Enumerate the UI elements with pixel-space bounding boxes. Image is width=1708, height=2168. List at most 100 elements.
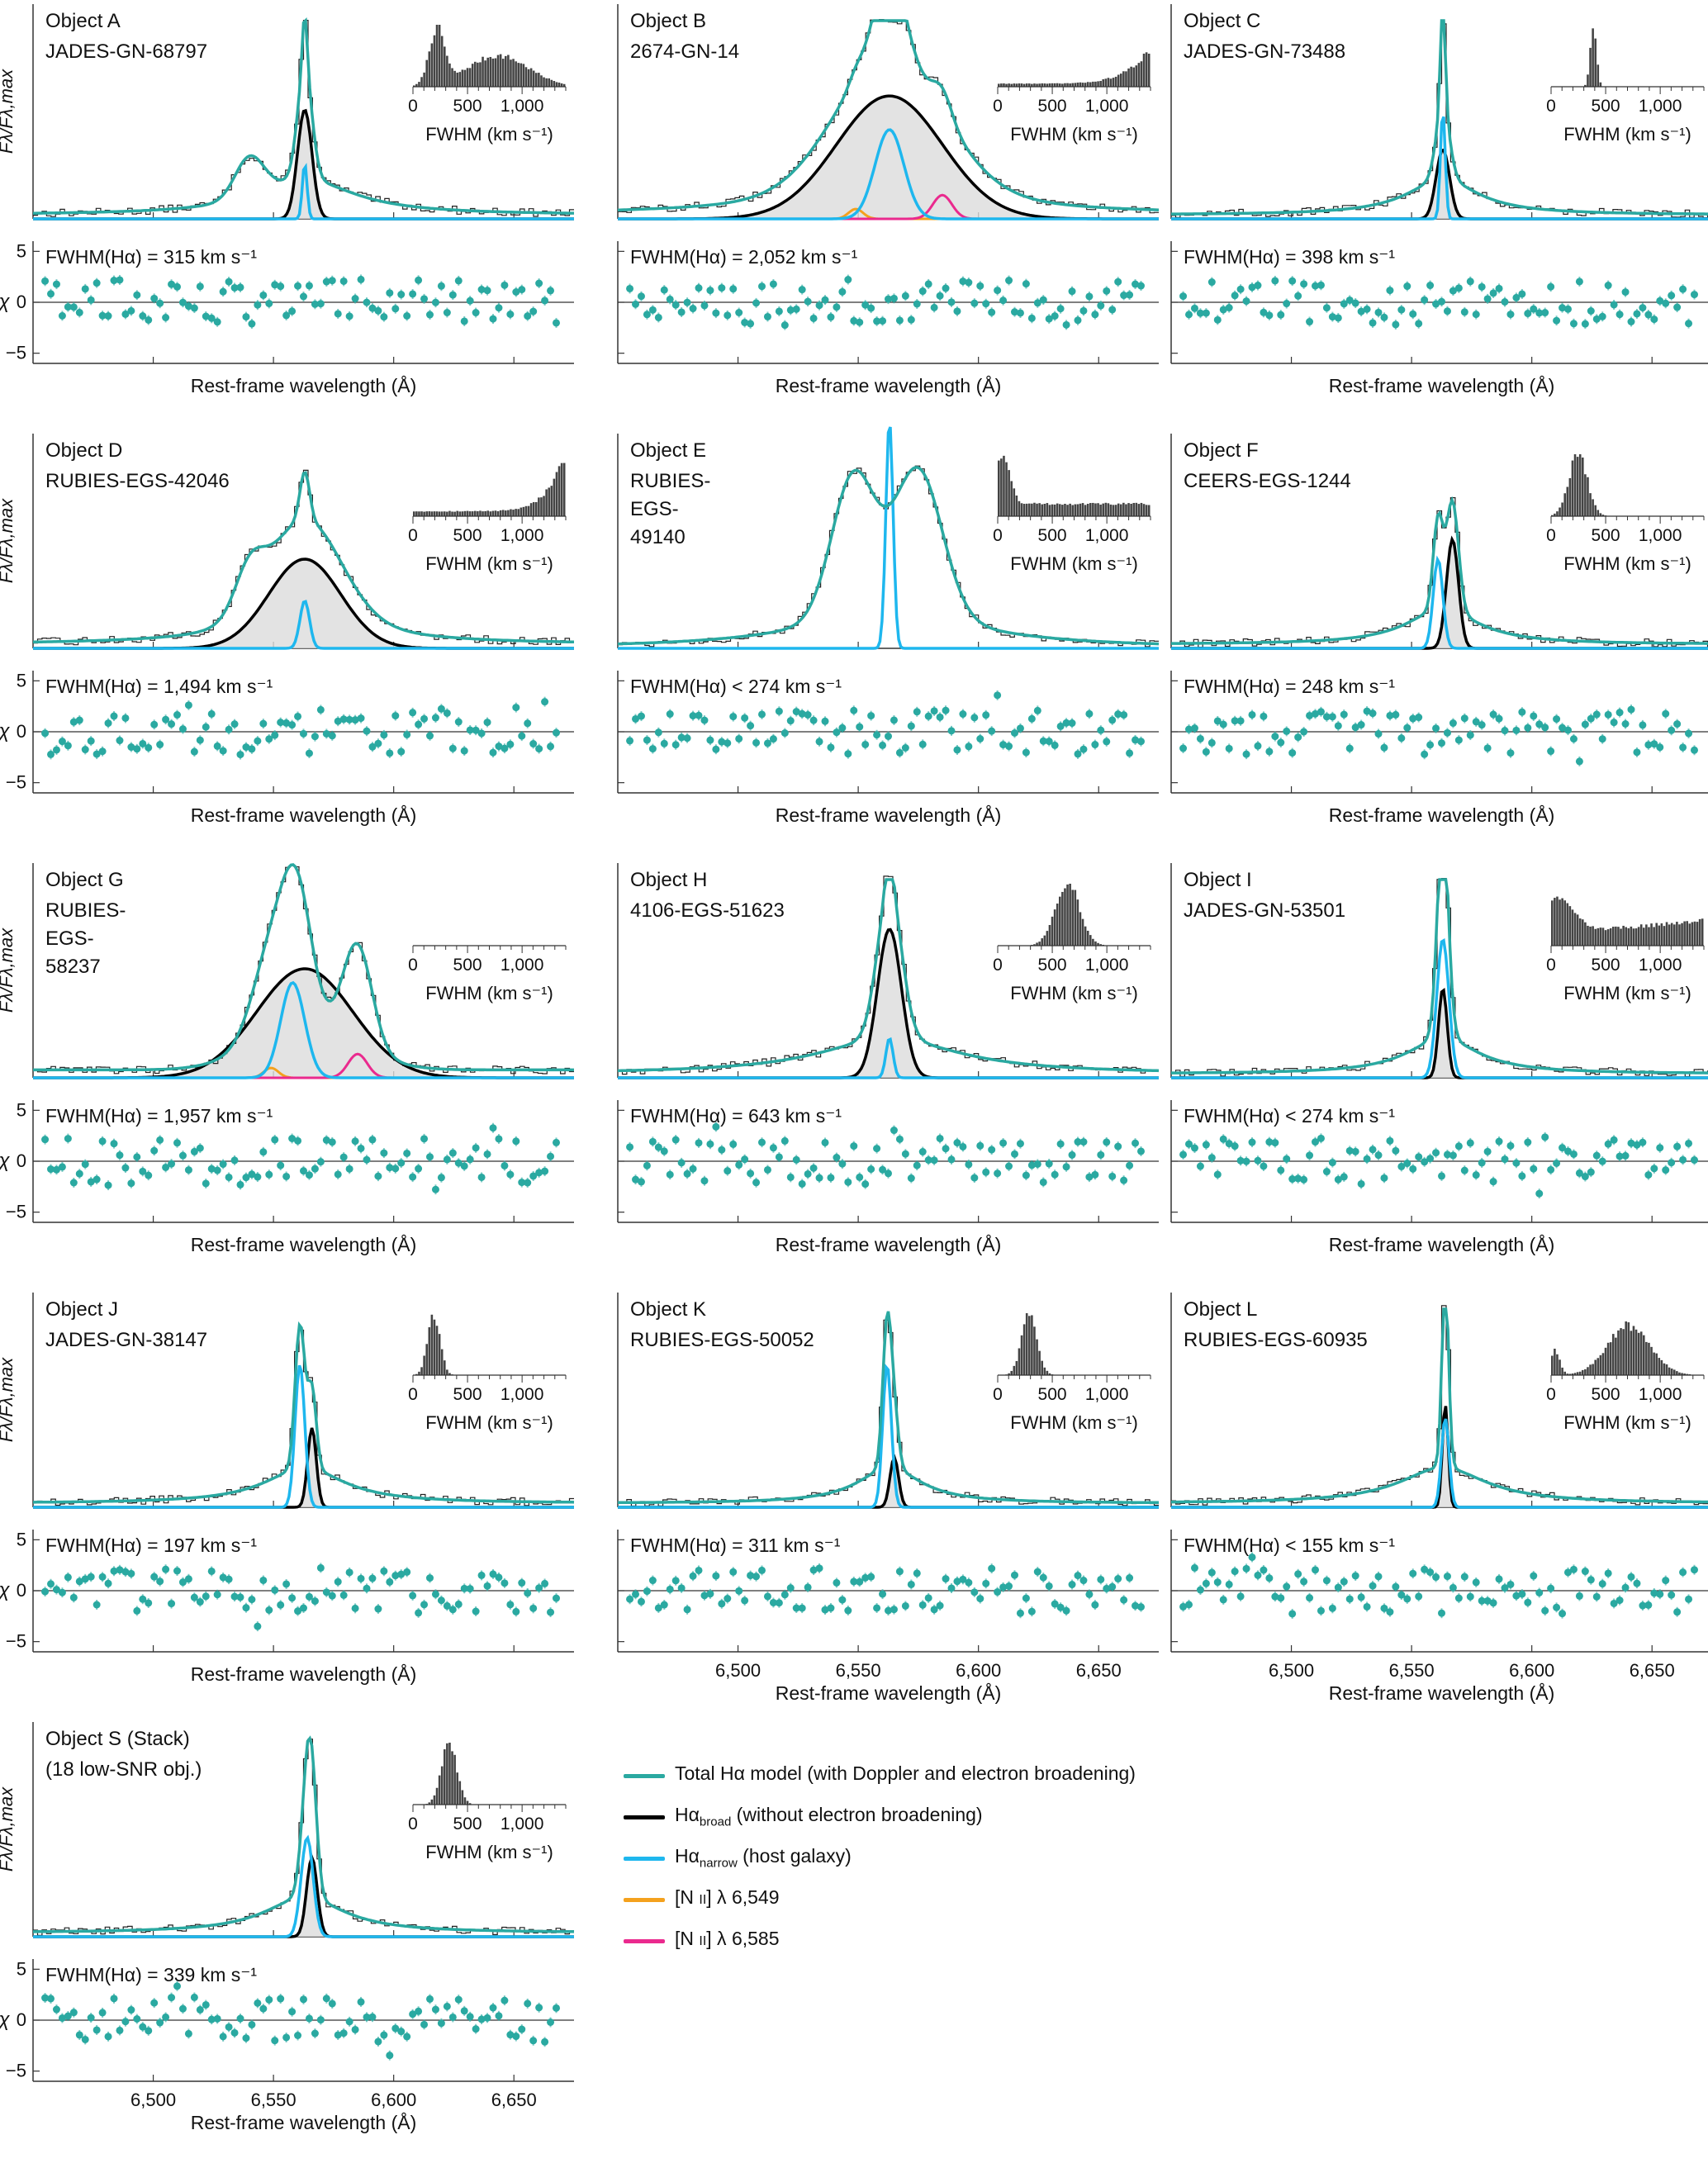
residual-point xyxy=(345,1165,353,1173)
inset-bar xyxy=(440,1349,444,1375)
residual-point xyxy=(821,296,829,304)
residual-point xyxy=(322,278,330,286)
residual-point xyxy=(1598,1157,1606,1165)
residual-point xyxy=(236,1593,244,1601)
inset-bar xyxy=(1576,1372,1579,1375)
residual-point xyxy=(518,2025,526,2033)
broad-fill xyxy=(618,929,1159,1078)
inset-bar xyxy=(1634,1329,1638,1375)
residual-point xyxy=(907,315,915,324)
residual-point xyxy=(196,1144,204,1152)
residual-point xyxy=(1541,1606,1549,1615)
residual-point xyxy=(1179,1150,1188,1159)
residual-point xyxy=(1317,708,1325,716)
residual-point xyxy=(821,717,829,725)
inset-bar xyxy=(1609,927,1612,946)
residual-point xyxy=(483,1150,491,1158)
inset-bar xyxy=(1020,83,1023,87)
residual-point xyxy=(363,1584,371,1592)
inset-tick-label: 500 xyxy=(1038,956,1067,975)
inset-bar xyxy=(540,497,543,516)
residual-point xyxy=(1312,709,1320,718)
legend-rest-narrow: (host galaxy) xyxy=(737,1845,852,1867)
residual-point xyxy=(52,1165,60,1174)
inset-bar xyxy=(1634,928,1638,946)
residual-point xyxy=(1426,1568,1435,1577)
res-y-tick-label: 5 xyxy=(17,240,26,261)
residual-point xyxy=(242,2034,250,2042)
residual-point xyxy=(397,2028,406,2036)
inset-bar xyxy=(456,1772,458,1805)
residual-point xyxy=(1312,1138,1320,1146)
inset-bar xyxy=(1036,1339,1038,1375)
residual-point xyxy=(322,1588,330,1596)
residual-point xyxy=(506,740,515,748)
residual-point xyxy=(460,747,468,755)
inset-bar xyxy=(1086,930,1089,946)
residual-point xyxy=(936,713,944,721)
residual-point xyxy=(626,284,634,292)
residual-point xyxy=(1242,1157,1250,1165)
residual-point xyxy=(815,1174,823,1182)
residual-point xyxy=(518,1179,526,1187)
residual-point xyxy=(1351,723,1359,732)
inset-bar xyxy=(1013,1365,1016,1375)
inset-bar xyxy=(468,1803,472,1805)
inset-bar xyxy=(1097,942,1099,946)
residual-point xyxy=(947,727,956,735)
inset-bar xyxy=(430,1799,434,1805)
object-label: Object J xyxy=(45,1298,118,1321)
residual-point xyxy=(334,717,342,725)
residual-point xyxy=(1415,1153,1423,1161)
residual-point xyxy=(1062,719,1070,727)
inset-bar xyxy=(1599,513,1602,516)
residual-point xyxy=(1650,1589,1658,1597)
inset-tick-label: 1,000 xyxy=(501,1815,544,1834)
inset-bar xyxy=(1018,83,1021,87)
residual-point xyxy=(936,1134,944,1142)
inset-bar xyxy=(448,1373,451,1375)
residual-point xyxy=(1563,1568,1572,1577)
residual-point xyxy=(1027,714,1036,723)
residual-point xyxy=(1039,296,1047,304)
inset-bar xyxy=(527,69,530,87)
x-axis-label: Rest-frame wavelength (Å) xyxy=(1329,1682,1555,1704)
inset-bar xyxy=(1592,926,1594,946)
residual-point xyxy=(1260,308,1268,316)
residual-point xyxy=(1328,313,1336,321)
inset-tick-label: 1,000 xyxy=(1085,1385,1129,1404)
residual-point xyxy=(1581,720,1589,728)
narrow-curve xyxy=(618,1364,1159,1509)
inset-bar xyxy=(499,54,502,87)
inset-bar xyxy=(1582,457,1584,516)
inset-bar xyxy=(1046,1370,1049,1375)
residual-point xyxy=(1248,1553,1256,1561)
residual-point xyxy=(930,1156,938,1165)
residual-point xyxy=(397,291,406,299)
residual-point xyxy=(1415,1592,1423,1601)
residual-point xyxy=(41,729,50,738)
residual-point xyxy=(403,1149,411,1157)
inset-bar xyxy=(1056,83,1059,87)
residual-point xyxy=(1231,292,1239,300)
residual-point xyxy=(156,741,164,749)
residual-point xyxy=(1219,306,1227,314)
residual-point xyxy=(970,1588,979,1596)
residual-point xyxy=(1443,307,1451,315)
residual-point xyxy=(345,1568,353,1577)
residual-point xyxy=(236,283,244,292)
inset-bar xyxy=(1084,926,1087,946)
inset-bar xyxy=(1132,67,1135,87)
residual-point xyxy=(1541,1133,1549,1141)
residual-point xyxy=(1386,287,1394,295)
inset-bar xyxy=(1571,909,1574,946)
res-y-tick-label: 0 xyxy=(17,721,26,742)
residual-point xyxy=(1454,284,1463,292)
inset-bar xyxy=(1000,83,1003,87)
residual-point xyxy=(1190,304,1198,312)
residual-point xyxy=(856,1173,864,1181)
residual-point xyxy=(196,1598,204,1606)
residual-point xyxy=(1271,277,1279,285)
inset-tick-label: 0 xyxy=(993,526,1003,545)
inset-bar xyxy=(1094,941,1097,946)
